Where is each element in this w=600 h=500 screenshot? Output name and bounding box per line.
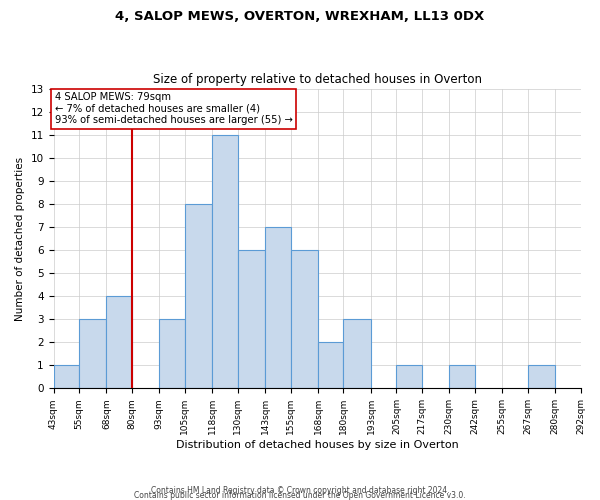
Text: 4 SALOP MEWS: 79sqm
← 7% of detached houses are smaller (4)
93% of semi-detached: 4 SALOP MEWS: 79sqm ← 7% of detached hou… <box>55 92 292 125</box>
Bar <box>238 250 265 388</box>
Bar <box>185 204 212 388</box>
Bar <box>343 319 371 388</box>
Bar <box>527 366 555 388</box>
Bar <box>160 319 185 388</box>
Text: Contains public sector information licensed under the Open Government Licence v3: Contains public sector information licen… <box>134 491 466 500</box>
Text: Contains HM Land Registry data © Crown copyright and database right 2024.: Contains HM Land Registry data © Crown c… <box>151 486 449 495</box>
Bar <box>397 366 422 388</box>
Bar <box>106 296 132 388</box>
X-axis label: Distribution of detached houses by size in Overton: Distribution of detached houses by size … <box>176 440 458 450</box>
Title: Size of property relative to detached houses in Overton: Size of property relative to detached ho… <box>152 73 482 86</box>
Bar <box>318 342 343 388</box>
Bar <box>79 319 106 388</box>
Bar <box>212 134 238 388</box>
Y-axis label: Number of detached properties: Number of detached properties <box>15 156 25 320</box>
Bar <box>53 366 79 388</box>
Text: 4, SALOP MEWS, OVERTON, WREXHAM, LL13 0DX: 4, SALOP MEWS, OVERTON, WREXHAM, LL13 0D… <box>115 10 485 23</box>
Bar <box>449 366 475 388</box>
Bar <box>265 227 290 388</box>
Bar <box>290 250 318 388</box>
